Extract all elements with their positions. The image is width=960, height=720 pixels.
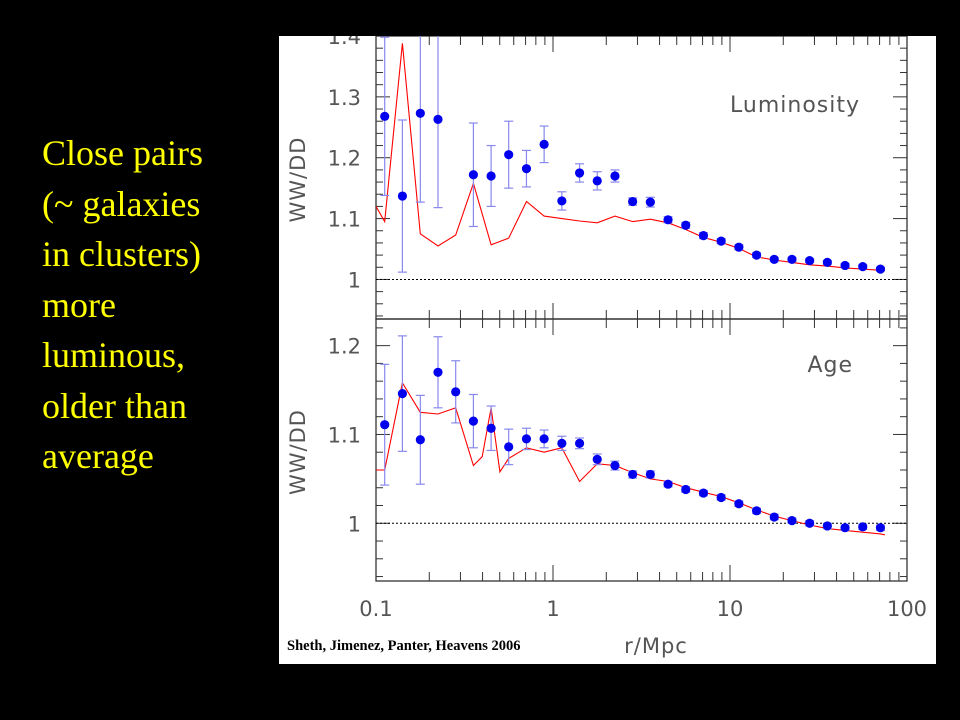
data-point — [681, 220, 691, 230]
x-tick-label: 100 — [887, 597, 927, 621]
data-point — [875, 523, 886, 533]
y-tick-label: 1 — [348, 268, 361, 292]
data-point — [875, 264, 886, 274]
plot-frame — [375, 36, 908, 320]
data-point — [415, 108, 425, 118]
data-point — [769, 512, 779, 522]
data-point — [539, 139, 549, 149]
data-point — [468, 416, 478, 426]
data-point — [787, 516, 797, 526]
slide-text-line: average — [42, 436, 154, 476]
data-point — [734, 499, 744, 509]
data-point — [734, 242, 744, 252]
data-point — [805, 518, 815, 528]
data-point — [645, 197, 655, 207]
data-point — [557, 438, 567, 448]
figure-panel: 1 1.1 1.2 1.3 1.4 WW/DD Luminosity 1 1.1 1.2 WW/DD… — [279, 36, 936, 664]
data-point — [751, 506, 762, 516]
data-point — [840, 260, 850, 271]
model-line — [376, 381, 886, 536]
data-point — [822, 521, 832, 531]
slide-text-line: in clusters) — [42, 234, 201, 274]
panel-label: Age — [807, 353, 853, 378]
data-point — [698, 488, 709, 498]
data-point — [592, 454, 602, 464]
chart: 1 1.1 1.2 1.3 1.4 WW/DD Luminosity 1 1.1 1.2 WW/DD… — [286, 36, 927, 658]
data-point — [397, 389, 408, 399]
data-point — [663, 215, 673, 225]
data-point — [433, 367, 443, 377]
data-point — [769, 254, 779, 264]
data-point — [628, 196, 638, 207]
data-point — [504, 150, 514, 160]
data-point — [504, 442, 514, 452]
y-tick-label: 1.4 — [328, 36, 361, 49]
data-point — [486, 423, 496, 433]
data-point — [610, 171, 620, 181]
data-point — [574, 168, 585, 178]
data-point — [751, 250, 762, 260]
data-point — [787, 254, 797, 264]
x-tick-label: 1 — [546, 597, 559, 621]
data-point — [539, 434, 549, 444]
data-point — [716, 236, 726, 246]
slide-text-line: older than — [42, 385, 187, 426]
slide-text: Close pairs (~ galaxies in clusters) more lu… — [42, 128, 272, 482]
slide-text-line: (~ galaxies — [42, 183, 201, 224]
data-point — [645, 469, 655, 480]
y-axis-title: WW/DD — [286, 137, 310, 223]
x-tick-label: 10 — [717, 597, 744, 621]
y-tick-label: 1.1 — [328, 208, 361, 232]
data-point — [451, 387, 461, 397]
data-point — [574, 438, 585, 448]
data-point — [380, 111, 390, 121]
slide-text-line: Close pairs — [42, 133, 203, 173]
data-point — [486, 171, 496, 181]
data-point — [822, 257, 832, 267]
y-axis-title: WW/DD — [286, 409, 310, 495]
data-point — [592, 176, 602, 186]
model-line — [376, 43, 885, 271]
y-tick-label: 1.3 — [328, 86, 361, 110]
data-point — [628, 469, 638, 480]
data-point — [397, 191, 408, 201]
data-point — [433, 114, 443, 124]
data-point — [681, 484, 691, 495]
data-point — [858, 262, 868, 272]
citation: Sheth, Jimenez, Panter, Heavens 2006 — [287, 638, 521, 654]
data-point — [840, 523, 850, 533]
data-point — [468, 170, 478, 180]
slide-text-line: more — [42, 284, 116, 325]
y-tick-label: 1 — [348, 512, 361, 536]
x-axis-title: r/Mpc — [624, 634, 688, 658]
y-tick-label: 1.2 — [328, 335, 361, 359]
data-point — [557, 196, 567, 206]
data-point — [858, 522, 868, 532]
data-point — [415, 435, 425, 445]
y-tick-label: 1.2 — [328, 147, 361, 171]
data-point — [716, 492, 726, 503]
slide-text-line: luminous, — [42, 335, 186, 375]
data-point — [521, 434, 532, 444]
panel-label: Luminosity — [730, 93, 860, 118]
data-point — [610, 460, 620, 471]
plot-frame — [375, 318, 908, 582]
y-tick-label: 1.1 — [328, 423, 361, 447]
data-point — [805, 255, 815, 266]
data-point — [663, 479, 673, 489]
data-point — [521, 164, 532, 174]
data-point — [380, 420, 390, 430]
x-tick-label: 0.1 — [359, 597, 392, 621]
data-point — [698, 231, 709, 241]
